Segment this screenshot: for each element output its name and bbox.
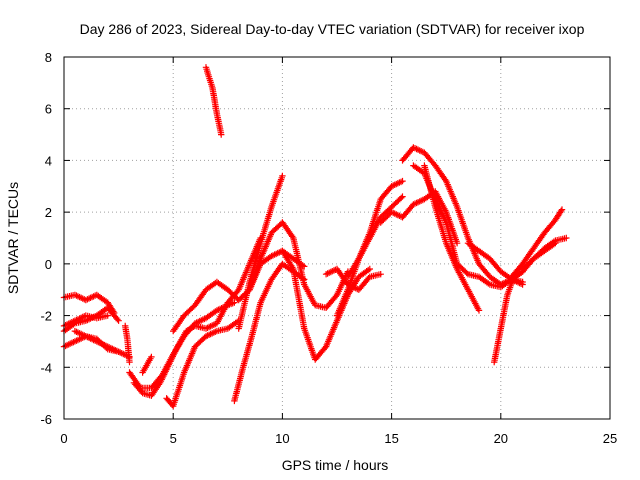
- x-tick-label: 25: [603, 431, 617, 446]
- x-tick-label: 15: [384, 431, 398, 446]
- y-tick-label: -4: [40, 360, 52, 375]
- y-tick-label: 8: [45, 50, 52, 65]
- series-track-15: [246, 219, 352, 311]
- data-point-markers: [130, 234, 264, 399]
- series-track-9: [139, 353, 155, 376]
- data-point-markers: [122, 322, 133, 366]
- x-axis-label: GPS time / hours: [282, 457, 389, 473]
- data-point-markers: [519, 240, 559, 273]
- data-point-markers: [421, 162, 483, 314]
- plot-frame: [63, 56, 611, 420]
- y-axis-label: SDTVAR / TECUs: [5, 182, 21, 294]
- series-track-23: [421, 162, 483, 314]
- x-tick-label: 5: [170, 431, 177, 446]
- y-tick-label: 2: [45, 205, 52, 220]
- series-track-19: [344, 177, 406, 280]
- y-tick-label: 6: [45, 102, 52, 117]
- series-track-10: [163, 317, 242, 410]
- data-point-markers: [139, 353, 155, 376]
- axis-ticks: 0 5 10 15 20 25 -6 -4 -2 0 2 4 6 8: [40, 50, 617, 446]
- series-track-8: [130, 234, 264, 399]
- data-point-markers: [246, 219, 352, 311]
- data-point-markers: [202, 64, 225, 138]
- series-track-27: [519, 240, 559, 273]
- x-tick-label: 0: [60, 431, 67, 446]
- series-track-26: [508, 206, 566, 280]
- series-track-13: [231, 260, 308, 405]
- x-tick-label: 20: [494, 431, 508, 446]
- y-tick-label: -6: [40, 412, 52, 427]
- data-point-markers: [344, 177, 406, 280]
- data-point-markers: [231, 260, 308, 405]
- y-tick-label: 4: [45, 153, 52, 168]
- data-point-markers: [163, 317, 242, 410]
- x-tick-label: 10: [275, 431, 289, 446]
- data-point-markers: [71, 327, 122, 355]
- series-track-12: [202, 64, 225, 138]
- y-tick-label: -2: [40, 309, 52, 324]
- series-track-5: [71, 327, 122, 355]
- y-tick-label: 0: [45, 257, 52, 272]
- data-marks: [60, 64, 570, 410]
- chart-title: Day 286 of 2023, Sidereal Day-to-day VTE…: [80, 21, 585, 37]
- series-track-6: [122, 322, 133, 366]
- data-point-markers: [508, 206, 566, 280]
